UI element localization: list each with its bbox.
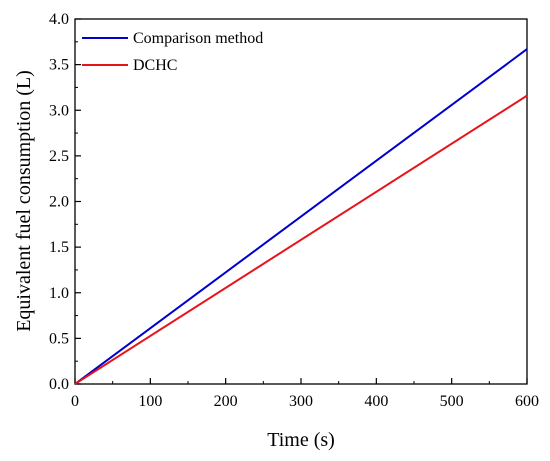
- y-tick-label: 2.5: [49, 148, 69, 165]
- series-line: [74, 94, 528, 385]
- x-tick-label: 600: [515, 393, 539, 410]
- x-tick-label: 100: [138, 393, 162, 410]
- y-tick-label: 0.5: [49, 330, 69, 347]
- y-tick-label: 0.0: [49, 376, 69, 393]
- legend-label: DCHC: [133, 57, 177, 74]
- legend: Comparison method DCHC: [82, 30, 263, 74]
- y-tick-label: 3.0: [49, 102, 69, 119]
- x-tick-label: 500: [440, 393, 464, 410]
- y-tick-label: 1.5: [49, 239, 69, 256]
- y-tick-label: 1.0: [49, 285, 69, 302]
- x-tick-label: 400: [364, 393, 388, 410]
- y-tick-label: 3.5: [49, 57, 69, 74]
- x-tick-label: 200: [214, 393, 238, 410]
- y-axis-title: Equivalent fuel consumption (L): [13, 70, 35, 332]
- series-line: [74, 48, 528, 385]
- x-axis-ticks: 0 100 200 300 400 500 600: [71, 378, 539, 410]
- y-tick-label: 4.0: [49, 11, 69, 28]
- x-tick-label: 0: [71, 393, 79, 410]
- series-layer: [74, 48, 528, 385]
- y-tick-label: 2.0: [49, 194, 69, 211]
- legend-label: Comparison method: [133, 30, 263, 47]
- x-axis-title: Time (s): [267, 429, 335, 451]
- y-axis-ticks: 0.0 0.5 1.0 1.5 2.0 2.5 3.0 3.5 4.0: [49, 11, 81, 393]
- x-tick-label: 300: [289, 393, 313, 410]
